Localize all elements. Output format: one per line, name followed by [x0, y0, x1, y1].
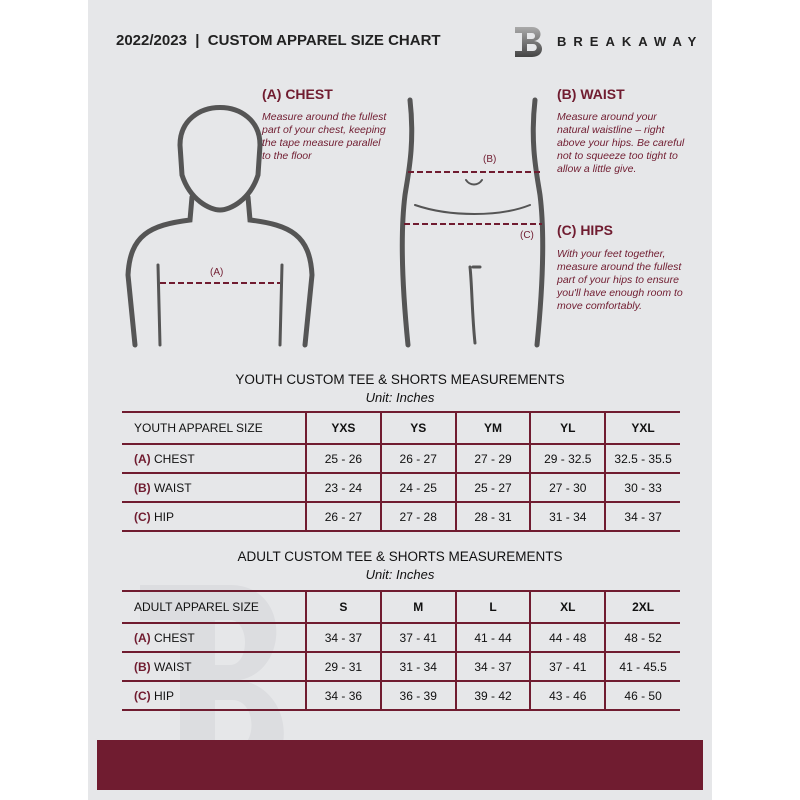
cell: 34 - 37 [305, 623, 381, 653]
cell: 48 - 52 [604, 623, 680, 653]
table-header-row: YOUTH APPAREL SIZE YXS YS YM YL YXL [122, 411, 680, 445]
chest-heading: (A) CHEST [262, 86, 333, 102]
size-label: YOUTH APPAREL SIZE [122, 411, 306, 445]
size-col: XL [529, 590, 606, 624]
cell: 24 - 25 [379, 473, 456, 503]
table-row: (C) HIP 34 - 36 36 - 39 39 - 42 43 - 46 46 - … [122, 681, 680, 711]
adult-title: ADULT CUSTOM TEE & SHORTS MEASUREMENTS [237, 549, 563, 564]
cell: 27 - 29 [454, 444, 531, 474]
youth-unit: Unit: Inches [365, 390, 435, 405]
brand-name: BREAKAWAY [557, 34, 704, 49]
table-header-row: ADULT APPAREL SIZE S M L XL 2XL [122, 590, 680, 624]
cell: 46 - 50 [604, 681, 680, 711]
row-name: WAIST [154, 480, 192, 495]
row-label: (C) HIP [122, 502, 306, 532]
row-label: (B) WAIST [122, 473, 306, 503]
table-row: (B) WAIST 29 - 31 31 - 34 34 - 37 37 - 41 41 … [122, 652, 680, 682]
size-col: YXL [604, 411, 680, 445]
table-row: (A) CHEST 25 - 26 26 - 27 27 - 29 29 - 32.5 3… [122, 444, 680, 474]
cell: 34 - 37 [604, 502, 680, 532]
table-row: (C) HIP 26 - 27 27 - 28 28 - 31 31 - 34 34 - … [122, 502, 680, 532]
cell: 27 - 30 [529, 473, 606, 503]
row-label: (B) WAIST [122, 652, 306, 682]
cell: 34 - 37 [454, 652, 531, 682]
shoulders-outline [125, 194, 315, 348]
row-code: (B) [134, 659, 151, 674]
cell: 23 - 24 [305, 473, 381, 503]
row-label: (A) CHEST [122, 444, 306, 474]
size-label: ADULT APPAREL SIZE [122, 590, 306, 624]
youth-title: YOUTH CUSTOM TEE & SHORTS MEASUREMENTS [235, 372, 565, 387]
head-outline [177, 105, 263, 213]
cell: 43 - 46 [529, 681, 606, 711]
row-name: CHEST [154, 630, 195, 645]
size-col: 2XL [604, 590, 680, 624]
size-col: YXS [305, 411, 381, 445]
cell: 41 - 44 [454, 623, 531, 653]
adult-size-table: ADULT APPAREL SIZE S M L XL 2XL (A) CHES… [122, 590, 680, 711]
cell: 27 - 28 [379, 502, 456, 532]
body-silhouettes [125, 97, 546, 348]
row-name: HIP [154, 688, 175, 703]
cell: 37 - 41 [379, 623, 456, 653]
cell: 26 - 27 [305, 502, 381, 532]
cell: 31 - 34 [529, 502, 606, 532]
hips-description: With your feet together, measure around … [557, 248, 683, 312]
cell: 41 - 45.5 [604, 652, 680, 682]
page-title: 2022/2023 | CUSTOM APPAREL SIZE CHART [116, 32, 441, 49]
cell: 34 - 36 [305, 681, 381, 711]
hips-marker: (C) [520, 230, 534, 241]
cell: 25 - 26 [305, 444, 381, 474]
table-row: (A) CHEST 34 - 37 37 - 41 41 - 44 44 - 48 48 … [122, 623, 680, 653]
cell: 30 - 33 [604, 473, 680, 503]
adult-unit: Unit: Inches [365, 567, 435, 582]
brand-logo-icon [515, 27, 543, 57]
torso-outline [399, 97, 546, 348]
cell: 32.5 - 35.5 [604, 444, 680, 474]
row-name: HIP [154, 509, 175, 524]
row-name: WAIST [154, 659, 192, 674]
waist-description: Measure around your natural waistline – … [557, 111, 685, 175]
size-col: S [305, 590, 381, 624]
row-label: (C) HIP [122, 681, 306, 711]
row-code: (A) [134, 451, 151, 466]
chest-marker: (A) [210, 267, 224, 278]
waist-heading: (B) WAIST [557, 86, 625, 102]
cell: 26 - 27 [379, 444, 456, 474]
cell: 39 - 42 [454, 681, 531, 711]
cell: 28 - 31 [454, 502, 531, 532]
waist-marker: (B) [483, 154, 497, 165]
size-col: YS [379, 411, 456, 445]
table-row: (B) WAIST 23 - 24 24 - 25 25 - 27 27 - 30 30 … [122, 473, 680, 503]
cell: 44 - 48 [529, 623, 606, 653]
row-code: (A) [134, 630, 151, 645]
row-code: (C) [134, 688, 151, 703]
row-code: (C) [134, 509, 151, 524]
row-name: CHEST [154, 451, 195, 466]
cell: 37 - 41 [529, 652, 606, 682]
size-col: YM [454, 411, 531, 445]
size-col: M [379, 590, 456, 624]
cell: 31 - 34 [379, 652, 456, 682]
cell: 29 - 32.5 [529, 444, 606, 474]
chest-description: Measure around the fullest part of your … [262, 111, 387, 162]
cell: 25 - 27 [454, 473, 531, 503]
cell: 29 - 31 [305, 652, 381, 682]
youth-size-table: YOUTH APPAREL SIZE YXS YS YM YL YXL (A) … [122, 411, 680, 532]
size-col: L [454, 590, 531, 624]
row-label: (A) CHEST [122, 623, 306, 653]
size-col: YL [529, 411, 606, 445]
hips-heading: (C) HIPS [557, 222, 613, 238]
cell: 36 - 39 [379, 681, 456, 711]
footer-bar [97, 740, 703, 790]
row-code: (B) [134, 480, 151, 495]
